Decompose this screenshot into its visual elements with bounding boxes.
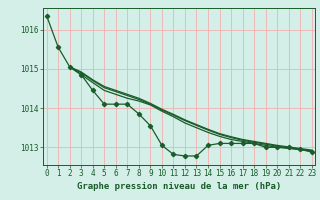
X-axis label: Graphe pression niveau de la mer (hPa): Graphe pression niveau de la mer (hPa) bbox=[77, 182, 281, 191]
